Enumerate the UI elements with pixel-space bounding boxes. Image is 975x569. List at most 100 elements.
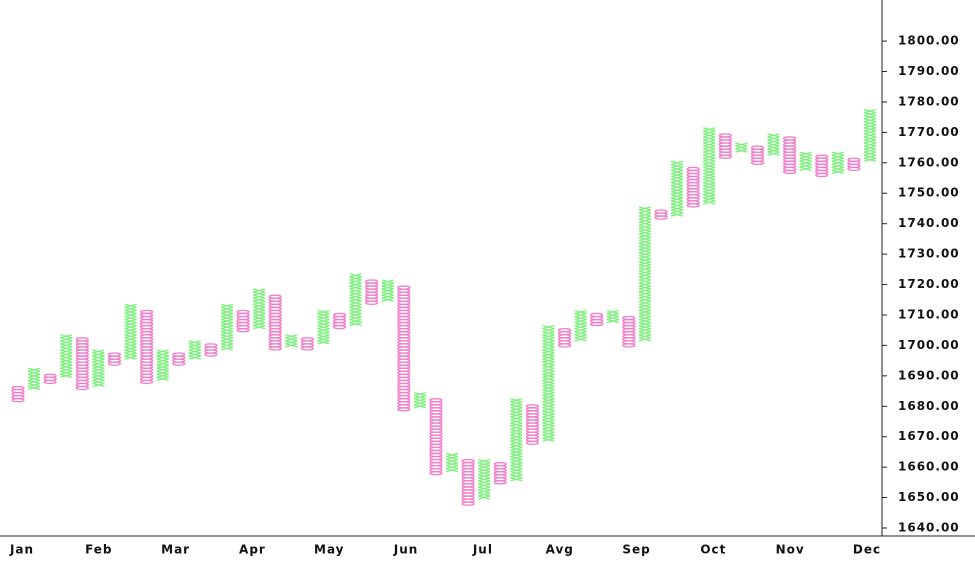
y-tick-label: 1660.00 [898, 460, 960, 474]
x-box [510, 446, 523, 452]
x-box [799, 157, 812, 162]
x-box [252, 312, 266, 318]
x-box [92, 373, 105, 378]
x-box [542, 376, 555, 382]
o-column [332, 312, 347, 330]
x-box [60, 367, 73, 372]
o-column [847, 157, 861, 172]
x-box [124, 334, 137, 339]
x-box [542, 385, 555, 391]
x-box [574, 328, 587, 333]
x-box [542, 367, 555, 372]
o-box [397, 285, 411, 290]
x-box [670, 206, 684, 211]
o-column [300, 337, 315, 351]
x-box [413, 401, 427, 406]
x-box [124, 321, 137, 327]
x-box [670, 203, 684, 208]
x-box [510, 461, 523, 467]
x-box [863, 151, 877, 156]
y-tick-label: 1670.00 [898, 429, 960, 443]
x-box [349, 315, 362, 321]
x-box [92, 370, 105, 375]
x-box [831, 166, 845, 172]
x-box [542, 337, 555, 342]
x-box [252, 294, 266, 299]
x-box [156, 364, 169, 369]
x-column [735, 142, 748, 153]
x-box [317, 321, 330, 327]
x-box [638, 245, 652, 251]
y-tick-label: 1680.00 [898, 399, 960, 413]
x-box [252, 318, 266, 324]
x-box [124, 340, 137, 345]
x-box [638, 230, 652, 235]
x-tick-label: Apr [239, 543, 266, 557]
x-box [638, 270, 652, 275]
o-box [332, 312, 347, 318]
x-box [220, 309, 234, 315]
x-box [188, 355, 201, 360]
x-box [703, 148, 716, 153]
x-box [124, 312, 137, 318]
x-box [510, 477, 523, 482]
x-box [703, 188, 716, 193]
x-box [317, 324, 330, 330]
x-box [703, 151, 716, 156]
o-column [461, 458, 475, 506]
x-box [349, 291, 362, 296]
x-box [542, 382, 555, 388]
o-column [557, 328, 572, 348]
x-box [799, 160, 812, 165]
x-box [542, 407, 555, 412]
o-box [557, 328, 572, 333]
x-box [638, 221, 652, 226]
x-box [542, 425, 555, 430]
o-box [654, 209, 668, 214]
x-box [510, 422, 523, 427]
x-box [670, 169, 684, 175]
x-box [863, 130, 877, 135]
x-box [831, 160, 845, 165]
o-box [365, 279, 379, 284]
x-column [703, 127, 716, 205]
x-column [124, 303, 137, 360]
x-box [220, 312, 234, 318]
x-box [542, 431, 555, 436]
x-box [510, 458, 523, 464]
y-tick-label: 1750.00 [898, 186, 960, 200]
x-box [638, 294, 652, 299]
y-tick-label: 1780.00 [898, 94, 960, 108]
x-box [349, 312, 362, 318]
x-box [542, 349, 555, 354]
x-box [478, 486, 491, 491]
x-box [638, 309, 652, 315]
o-box [461, 458, 475, 464]
x-box [220, 324, 234, 330]
x-box [703, 142, 716, 147]
x-box [767, 151, 780, 156]
x-box [317, 340, 330, 345]
x-box [735, 142, 748, 147]
x-box [638, 279, 652, 284]
o-box [11, 385, 25, 391]
x-box [638, 251, 652, 257]
x-box [317, 328, 330, 333]
x-box [124, 352, 137, 357]
x-box [252, 288, 266, 293]
x-box [349, 303, 362, 308]
o-box [590, 312, 604, 318]
y-tick-label: 1720.00 [898, 277, 960, 291]
x-box [703, 163, 716, 169]
x-box [220, 315, 234, 321]
x-box [510, 468, 523, 473]
x-box [638, 288, 652, 293]
x-box [510, 419, 523, 424]
x-box [349, 300, 362, 305]
x-box [863, 133, 877, 138]
x-box [510, 455, 523, 461]
x-box [670, 191, 684, 196]
x-box [638, 324, 652, 330]
x-box [220, 331, 234, 336]
